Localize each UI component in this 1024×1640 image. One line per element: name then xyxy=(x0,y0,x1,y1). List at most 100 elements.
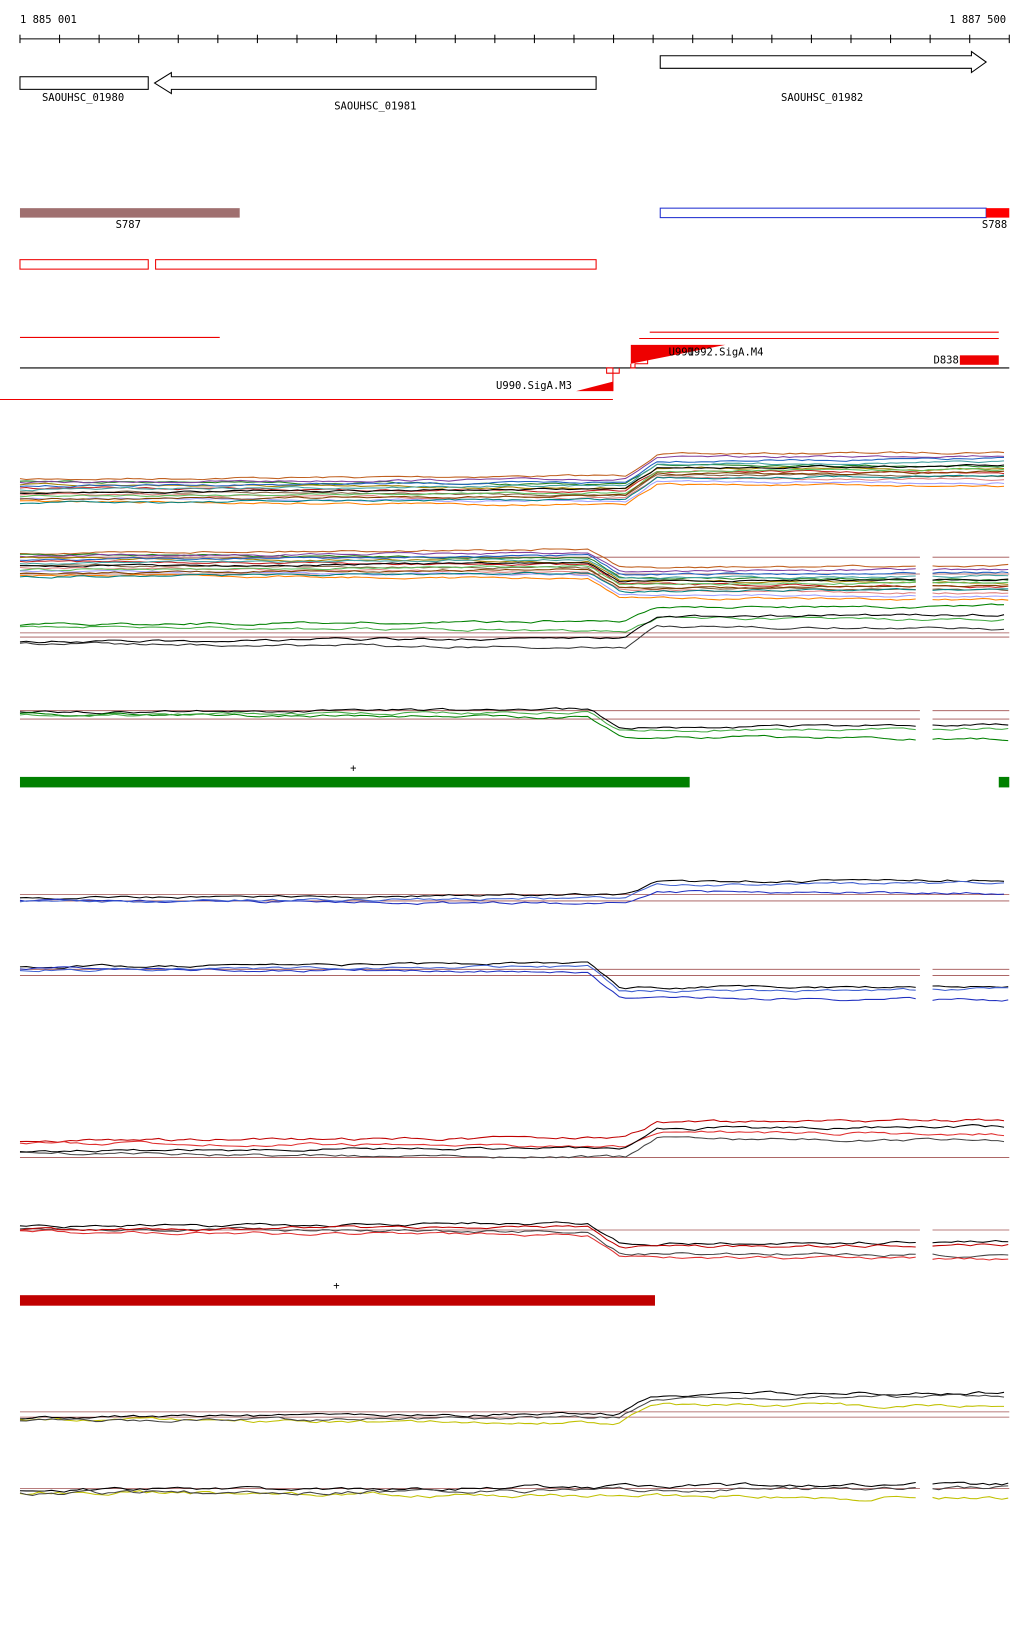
signal-line xyxy=(932,578,1009,582)
ruler-end: 1 887 500 xyxy=(949,14,1006,26)
ruler-ticks xyxy=(19,34,1010,44)
signal-line xyxy=(932,1243,1009,1247)
signal-line xyxy=(932,1481,1009,1486)
signal-line xyxy=(932,1239,1009,1244)
signal-line xyxy=(19,1226,916,1258)
signal-line xyxy=(19,480,1005,503)
signal-line xyxy=(19,1124,1005,1153)
signal-line xyxy=(19,570,916,598)
signal-line xyxy=(19,964,916,994)
signal-line xyxy=(19,551,916,573)
segment xyxy=(986,208,1010,218)
signal-line xyxy=(19,707,916,730)
gene-label: SAOUHSC_01982 xyxy=(781,92,863,104)
feature-label: D838 xyxy=(934,355,959,367)
signal-line xyxy=(19,1402,1005,1426)
signal-line xyxy=(19,961,916,990)
feature-mark xyxy=(630,346,649,369)
feature-label: U992.SigA.M4 xyxy=(688,346,764,358)
signal-line xyxy=(932,987,1009,992)
strand-marker: + xyxy=(333,1280,339,1292)
feature-mark xyxy=(959,355,999,365)
signal-line xyxy=(19,558,916,580)
signal-line xyxy=(932,597,1009,601)
signal-line xyxy=(19,470,1005,501)
signal-line xyxy=(19,1225,916,1249)
signal-line xyxy=(19,451,1005,481)
signal-line xyxy=(19,1136,1005,1159)
signal-line xyxy=(932,1253,1009,1259)
signal-line xyxy=(19,574,916,601)
signal-line xyxy=(19,880,1005,904)
signal-line xyxy=(932,1485,1009,1491)
signal-line xyxy=(19,460,1005,492)
signal-line xyxy=(19,624,1005,650)
signal-line xyxy=(19,613,1005,644)
signal-line xyxy=(932,1257,1009,1261)
region xyxy=(19,259,149,270)
signal-line xyxy=(19,474,1005,505)
call-bar xyxy=(19,1295,655,1306)
segment xyxy=(659,207,987,219)
signal-line xyxy=(19,548,916,569)
signal-line xyxy=(19,553,916,576)
feature-mark xyxy=(606,367,620,392)
signal-tracks xyxy=(19,451,1010,1502)
signal-line xyxy=(19,560,916,588)
strand-marker: + xyxy=(350,763,356,775)
signal-line xyxy=(19,1393,1005,1423)
feature-label: U990.SigA.M3 xyxy=(496,380,572,392)
gene-label: SAOUHSC_01981 xyxy=(334,100,416,112)
signal-line xyxy=(19,564,916,586)
signal-line xyxy=(932,568,1009,571)
signal-line xyxy=(19,878,1005,900)
feature-label: U991 xyxy=(669,346,694,358)
signal-line xyxy=(19,454,1005,484)
signal-line xyxy=(19,568,916,590)
signal-line xyxy=(19,1221,916,1247)
signal-line xyxy=(19,616,1005,633)
signal-line xyxy=(19,464,1005,495)
signal-line xyxy=(19,1390,1005,1420)
signal-line xyxy=(932,588,1009,591)
signal-line xyxy=(19,1481,916,1493)
signal-line xyxy=(932,595,1009,598)
signal-line xyxy=(932,574,1009,578)
signal-line xyxy=(19,712,916,741)
signal-line xyxy=(932,584,1009,588)
signal-line xyxy=(19,710,916,733)
segment xyxy=(19,208,240,218)
signal-line xyxy=(19,1130,1005,1148)
signal-line xyxy=(19,603,1005,626)
signal-line xyxy=(932,737,1009,742)
gene-arrow xyxy=(659,50,988,74)
signal-line xyxy=(19,1490,916,1502)
signal-line xyxy=(932,723,1009,727)
feature-mark xyxy=(576,381,613,392)
signal-line xyxy=(932,581,1009,584)
call-bar xyxy=(19,776,690,788)
segment-label: S788 xyxy=(982,219,1007,231)
ruler-start: 1 885 001 xyxy=(20,14,77,26)
segment-label: S787 xyxy=(116,219,141,231)
signal-line xyxy=(19,1486,916,1496)
signal-line xyxy=(932,571,1009,574)
gene-label: SAOUHSC_01980 xyxy=(42,92,124,104)
signal-line xyxy=(19,456,1005,488)
signal-line xyxy=(932,997,1009,1002)
call-bar xyxy=(998,776,1010,788)
signal-line xyxy=(19,561,916,583)
signal-line xyxy=(19,1118,1005,1143)
signal-line xyxy=(19,556,916,584)
signal-line xyxy=(19,467,1005,498)
signal-line xyxy=(932,592,1009,595)
region xyxy=(155,259,597,270)
signal-line xyxy=(932,563,1009,568)
gene-arrow xyxy=(153,71,597,95)
signal-line xyxy=(932,727,1009,731)
signal-line xyxy=(19,571,916,594)
signal-line xyxy=(19,966,916,1002)
gene-box xyxy=(19,76,149,90)
signal-line xyxy=(19,1229,916,1260)
